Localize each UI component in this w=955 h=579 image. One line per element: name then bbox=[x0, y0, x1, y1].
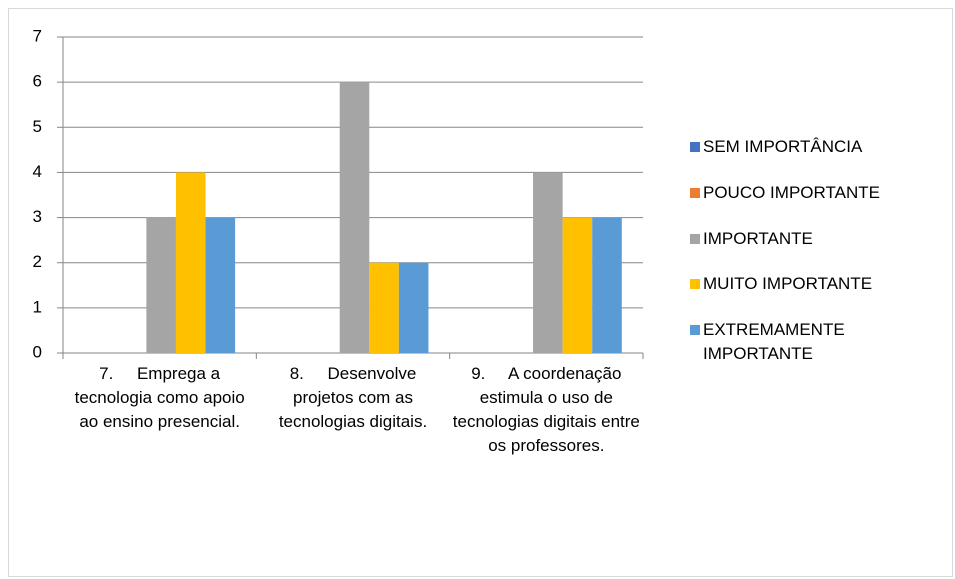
x-tick-label: 7. Emprega a tecnologia como apoio ao en… bbox=[74, 364, 250, 431]
y-tick-label: 2 bbox=[33, 252, 42, 271]
bar bbox=[205, 217, 236, 353]
legend-swatch bbox=[690, 142, 700, 152]
legend-entry: EXTREMAMENTE IMPORTANTE bbox=[690, 318, 938, 366]
bar bbox=[592, 217, 622, 353]
bar bbox=[339, 82, 370, 354]
y-tick-label: 4 bbox=[33, 162, 42, 181]
legend-swatch bbox=[690, 234, 700, 244]
y-tick-label: 5 bbox=[33, 117, 42, 136]
bar bbox=[398, 262, 429, 353]
legend-entry: POUCO IMPORTANTE bbox=[690, 181, 938, 205]
legend-label: POUCO IMPORTANTE bbox=[703, 183, 880, 202]
y-tick-label: 6 bbox=[33, 72, 42, 91]
legend-label: SEM IMPORTÂNCIA bbox=[703, 137, 863, 156]
legend-label: IMPORTANTE bbox=[703, 229, 813, 248]
bar bbox=[533, 172, 563, 353]
y-tick-label: 7 bbox=[33, 26, 42, 45]
legend-swatch bbox=[690, 325, 700, 335]
legend-label: EXTREMAMENTE IMPORTANTE bbox=[703, 320, 845, 363]
x-tick-label: 8. Desenvolve projetos com as tecnologia… bbox=[278, 364, 428, 431]
y-tick-label: 1 bbox=[33, 297, 42, 316]
legend-swatch bbox=[690, 188, 700, 198]
legend-swatch bbox=[690, 279, 700, 289]
x-tick-label: 9. A coordenação estimula o uso de tecno… bbox=[452, 364, 640, 455]
legend-entry: MUITO IMPORTANTE bbox=[690, 272, 938, 296]
y-tick-label: 0 bbox=[33, 342, 42, 361]
legend-label: MUITO IMPORTANTE bbox=[703, 274, 873, 293]
bar bbox=[175, 172, 206, 353]
legend-entry: SEM IMPORTÂNCIA bbox=[690, 135, 938, 159]
legend-entry: IMPORTANTE bbox=[690, 227, 938, 251]
bar bbox=[562, 217, 593, 353]
bar bbox=[369, 262, 399, 353]
y-tick-label: 3 bbox=[33, 207, 42, 226]
bar bbox=[146, 217, 176, 353]
